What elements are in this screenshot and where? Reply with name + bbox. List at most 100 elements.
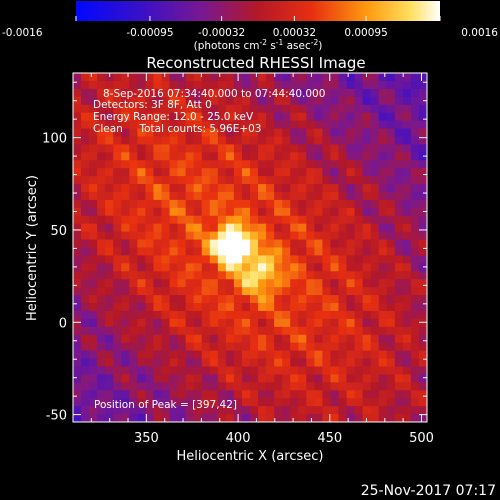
heatmap-cell bbox=[394, 414, 404, 423]
heatmap-cell bbox=[177, 366, 187, 375]
heatmap-cell bbox=[113, 318, 122, 328]
peak-position: Position of Peak = [397,42] bbox=[94, 399, 237, 411]
heatmap-cell bbox=[145, 207, 154, 217]
heatmap-cell bbox=[354, 350, 364, 359]
heatmap-cell bbox=[153, 271, 162, 280]
heatmap-cell bbox=[121, 207, 130, 217]
heatmap-cell bbox=[105, 207, 114, 217]
heatmap-cell bbox=[402, 231, 412, 240]
heatmap-cell bbox=[113, 366, 122, 375]
heatmap-cell bbox=[209, 223, 219, 233]
heatmap-cell bbox=[169, 263, 178, 272]
heatmap-cell bbox=[330, 80, 339, 90]
heatmap-cell bbox=[298, 144, 307, 153]
heatmap-cell bbox=[418, 112, 428, 121]
heatmap-cell bbox=[274, 342, 283, 352]
heatmap-cell bbox=[282, 287, 291, 296]
heatmap-cell bbox=[250, 160, 259, 169]
heatmap-cell bbox=[161, 231, 170, 240]
heatmap-cell bbox=[129, 390, 138, 399]
heatmap-cell bbox=[105, 255, 114, 264]
heatmap-cell bbox=[137, 104, 146, 114]
heatmap-cell bbox=[137, 136, 146, 145]
heatmap-cell bbox=[274, 255, 283, 264]
heatmap-cell bbox=[410, 406, 420, 415]
heatmap-cell bbox=[250, 88, 259, 98]
heatmap-cell bbox=[418, 207, 428, 217]
heatmap-cell bbox=[121, 350, 130, 359]
heatmap-cell bbox=[137, 287, 146, 296]
heatmap-cell bbox=[330, 73, 339, 82]
heatmap-cell bbox=[153, 176, 162, 185]
heatmap-cell bbox=[161, 374, 170, 383]
heatmap-cell bbox=[113, 88, 122, 98]
heatmap-cell bbox=[378, 223, 388, 233]
heatmap-cell bbox=[209, 88, 219, 98]
heatmap-cell bbox=[217, 303, 227, 312]
heatmap-cell bbox=[370, 414, 380, 423]
heatmap-cell bbox=[217, 223, 227, 233]
heatmap-cell bbox=[209, 303, 219, 312]
heatmap-cell bbox=[177, 184, 187, 193]
heatmap-cell bbox=[241, 350, 251, 359]
heatmap-cell bbox=[322, 342, 331, 352]
heatmap-cell bbox=[330, 231, 339, 240]
heatmap-cell bbox=[370, 73, 380, 82]
heatmap-cell bbox=[266, 223, 275, 233]
heatmap-cell bbox=[418, 342, 428, 352]
heatmap-cell bbox=[394, 176, 404, 185]
heatmap-cell bbox=[330, 191, 339, 201]
heatmap-cell bbox=[338, 215, 347, 225]
heatmap-cell bbox=[314, 215, 323, 225]
heatmap-cell bbox=[241, 207, 251, 217]
heatmap-cell bbox=[354, 112, 364, 121]
heatmap-cell bbox=[370, 247, 380, 256]
heatmap-cell bbox=[322, 239, 331, 248]
heatmap-cell bbox=[113, 239, 122, 248]
heatmap-cell bbox=[145, 414, 154, 423]
heatmap-cell bbox=[346, 88, 355, 98]
heatmap-cell bbox=[137, 366, 146, 375]
heatmap-cell bbox=[153, 263, 162, 272]
heatmap-cell bbox=[209, 382, 219, 391]
heatmap-cell bbox=[225, 366, 235, 375]
heatmap-cell bbox=[169, 350, 178, 359]
heatmap-cell bbox=[298, 287, 307, 296]
heatmap-cell bbox=[185, 231, 195, 240]
heatmap-cell bbox=[402, 128, 412, 137]
heatmap-cell bbox=[410, 136, 420, 145]
heatmap-cell bbox=[410, 168, 420, 177]
heatmap-cell bbox=[121, 96, 130, 106]
heatmap-cell bbox=[266, 120, 275, 129]
heatmap-cell bbox=[153, 303, 162, 312]
heatmap-cell bbox=[266, 358, 275, 367]
heatmap-cell bbox=[314, 128, 323, 137]
heatmap-cell bbox=[225, 287, 235, 296]
heatmap-cell bbox=[113, 287, 122, 296]
heatmap-cell bbox=[81, 207, 90, 217]
heatmap-cell bbox=[402, 73, 412, 82]
heatmap-cell bbox=[97, 318, 106, 328]
heatmap-cell bbox=[322, 207, 331, 217]
heatmap-cell bbox=[233, 374, 243, 383]
heatmap-cell bbox=[378, 326, 388, 336]
heatmap-cell bbox=[370, 168, 380, 177]
heatmap-cell bbox=[258, 144, 267, 153]
heatmap-cell bbox=[274, 152, 283, 161]
heatmap-cell bbox=[113, 350, 122, 359]
heatmap-cell bbox=[314, 318, 323, 328]
colorbar-tick-label: 0.00095 bbox=[344, 27, 387, 39]
heatmap-cell bbox=[418, 279, 428, 288]
heatmap-cell bbox=[145, 374, 154, 383]
heatmap-cell bbox=[274, 223, 283, 233]
heatmap-cell bbox=[274, 406, 283, 415]
y-tick-label: 100 bbox=[42, 132, 67, 147]
heatmap-cell bbox=[129, 358, 138, 367]
heatmap-cell bbox=[370, 271, 380, 280]
heatmap-cell bbox=[314, 160, 323, 169]
heatmap-cell bbox=[394, 191, 404, 201]
heatmap-cell bbox=[354, 176, 364, 185]
heatmap-cell bbox=[145, 168, 154, 177]
heatmap-cell bbox=[145, 279, 154, 288]
heatmap-cell bbox=[233, 271, 243, 280]
